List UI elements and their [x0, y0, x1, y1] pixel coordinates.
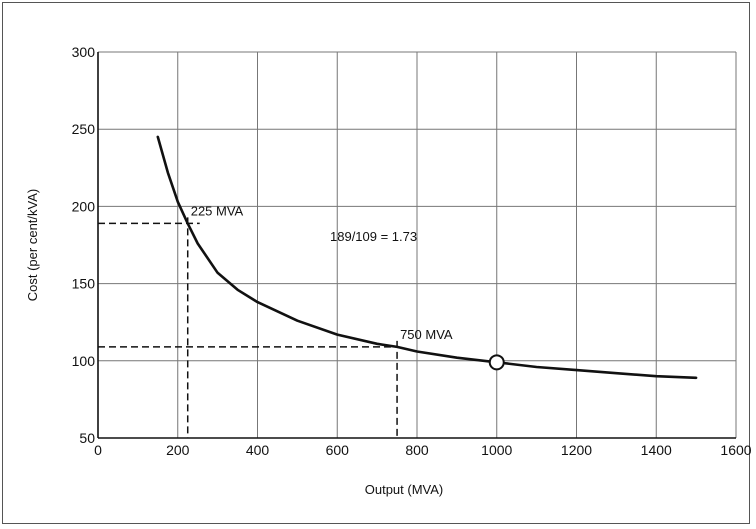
grid-lines	[97, 51, 737, 439]
x-tick-label: 400	[246, 442, 270, 458]
x-tick-label: 800	[405, 442, 429, 458]
y-tick-label: 300	[72, 44, 96, 60]
x-tick-label: 1400	[641, 442, 672, 458]
x-tick-label: 200	[166, 442, 190, 458]
x-tick-label: 600	[326, 442, 350, 458]
y-tick-labels: 50 100 150 200 250 300	[72, 44, 96, 446]
chart-frame	[2, 2, 750, 524]
marked-point-circle	[488, 354, 505, 371]
plot-area	[97, 52, 736, 439]
x-tick-label: 0	[94, 442, 102, 458]
x-tick-labels: 0 200 400 600 800 1000 1200 1400 1600	[94, 442, 752, 458]
y-tick-label: 100	[72, 353, 96, 369]
curve-layer	[156, 135, 698, 380]
x-tick-label: 1600	[720, 442, 751, 458]
y-tick-label: 50	[79, 430, 95, 446]
y-tick-label: 250	[72, 121, 96, 137]
x-tick-label: 1200	[561, 442, 592, 458]
cost-curve	[156, 135, 698, 380]
annotations: Output (MVA) Cost (per cent/kVA) 225 MVA 75…	[25, 189, 453, 497]
y-axis-label: Cost (per cent/kVA)	[25, 189, 40, 301]
x-tick-label: 1000	[481, 442, 512, 458]
reference-label: 750 MVA	[400, 327, 453, 342]
reference-lines	[98, 217, 398, 438]
y-tick-label: 150	[72, 276, 96, 292]
reference-label: 225 MVA	[191, 203, 244, 218]
ratio-annotation: 189/109 = 1.73	[330, 229, 417, 244]
x-axis-label: Output (MVA)	[365, 482, 444, 497]
y-tick-label: 200	[72, 198, 96, 214]
